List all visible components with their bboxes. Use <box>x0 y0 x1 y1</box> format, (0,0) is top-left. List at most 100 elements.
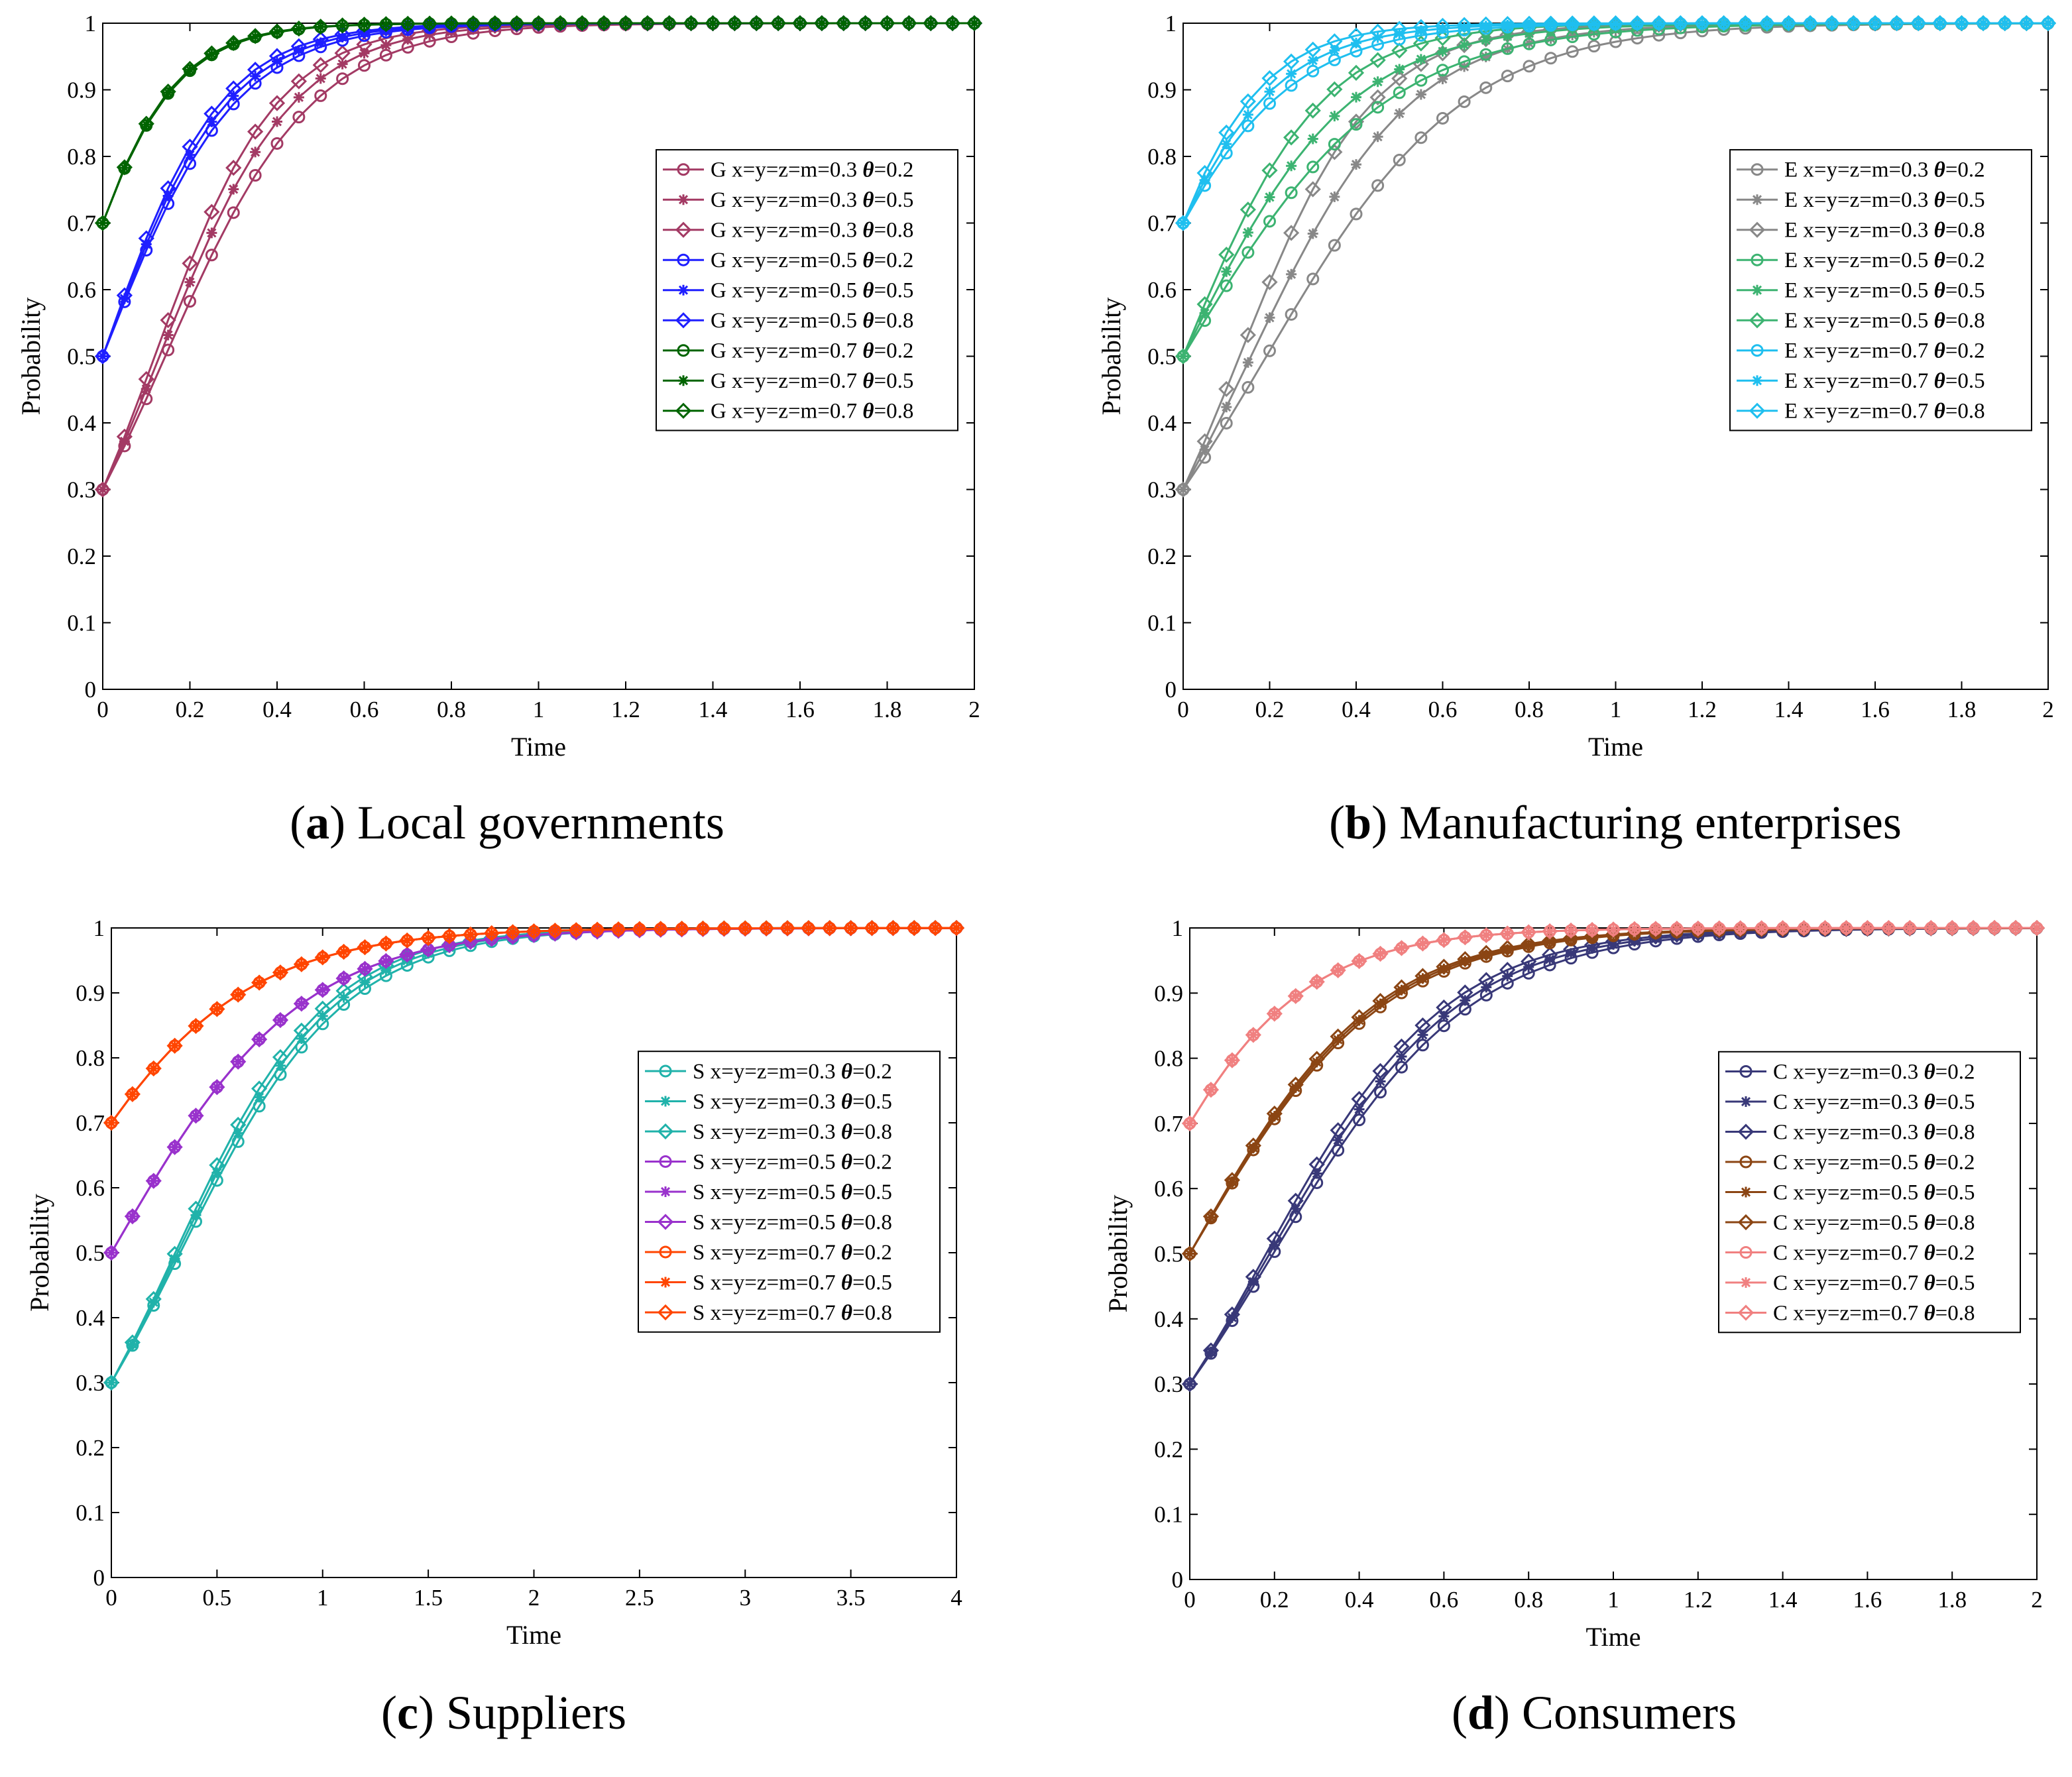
data-point <box>141 383 152 394</box>
legend-entry-prefix: S x=y=z=m=0.5 <box>693 1150 841 1174</box>
x-tick-label: 2 <box>968 697 980 722</box>
legend-entry-prefix: S x=y=z=m=0.3 <box>693 1060 841 1084</box>
data-point <box>1542 946 1558 963</box>
legend-entry-value: =0.8 <box>874 219 913 243</box>
data-point <box>1348 113 1365 130</box>
x-tick-label: 1.5 <box>414 1585 443 1611</box>
data-point <box>1564 15 1581 32</box>
x-tick-label: 2.5 <box>625 1585 654 1611</box>
panel-caption: (c) Suppliers <box>381 1686 626 1739</box>
data-point <box>1199 308 1210 319</box>
theta-symbol: θ <box>1934 188 1945 212</box>
series-9 <box>1181 919 2045 1132</box>
data-point <box>1266 1005 1283 1022</box>
data-point <box>1690 920 1706 937</box>
data-point <box>1351 952 1367 970</box>
y-tick-label: 0.9 <box>76 980 105 1006</box>
legend-entry: C x=y=z=m=0.7 θ=0.5 <box>1773 1271 1975 1295</box>
data-point <box>1562 922 1580 939</box>
theta-symbol: θ <box>1934 369 1945 393</box>
data-point <box>748 15 765 32</box>
caption-paren: ( <box>1452 1686 1468 1739</box>
data-point <box>1647 921 1664 937</box>
data-point <box>160 180 176 197</box>
legend-entry-prefix: G x=y=z=m=0.5 <box>711 279 862 303</box>
legend-entry-prefix: G x=y=z=m=0.3 <box>711 158 862 182</box>
data-point <box>1607 15 1624 32</box>
legend-entry: C x=y=z=m=0.3 θ=0.2 <box>1773 1060 1975 1084</box>
chart-panel-a: 0 0.2 0.4 0.6 0.8 1 1.2 1.4 1.6 1.8 2 0 0.1 0.2 0.3 0.4… <box>16 11 983 849</box>
data-point <box>1544 936 1556 947</box>
data-point <box>1199 444 1210 455</box>
data-point <box>124 1086 141 1102</box>
legend-entry-prefix: S x=y=z=m=0.3 <box>693 1090 841 1114</box>
legend-entry-value: =0.5 <box>874 188 913 212</box>
legend: C x=y=z=m=0.3 θ=0.2C x=y=z=m=0.3 θ=0.5C … <box>1718 1051 2021 1334</box>
legend-entry-value: =0.5 <box>1935 1271 1975 1295</box>
data-point <box>314 982 331 998</box>
data-point <box>770 15 787 32</box>
theta-symbol: θ <box>1924 1090 1935 1114</box>
data-point <box>1350 118 1363 131</box>
data-point <box>228 184 239 195</box>
data-point <box>483 925 500 942</box>
data-point <box>1437 46 1448 57</box>
data-point <box>1417 1029 1428 1041</box>
data-point <box>380 964 392 976</box>
data-point <box>945 15 961 32</box>
legend-entry: G x=y=z=m=0.7 θ=0.5 <box>711 369 913 393</box>
y-tick-label: 0.1 <box>76 1500 105 1526</box>
data-point <box>1391 21 1408 37</box>
data-point <box>1283 53 1300 70</box>
data-point <box>821 920 838 937</box>
data-point <box>188 1108 204 1124</box>
data-point <box>203 45 220 62</box>
data-point <box>1501 42 1514 55</box>
data-point <box>1585 15 1602 32</box>
data-point <box>1457 929 1473 946</box>
data-point <box>188 1017 204 1035</box>
data-point <box>378 952 394 970</box>
data-point <box>673 920 690 937</box>
data-point <box>1264 312 1275 323</box>
data-point <box>293 45 304 56</box>
data-point <box>2028 919 2045 937</box>
data-point <box>1285 186 1298 200</box>
legend-entry-prefix: C x=y=z=m=0.7 <box>1773 1271 1924 1295</box>
data-point <box>420 930 437 946</box>
data-point <box>1263 215 1276 228</box>
data-point <box>230 986 247 1003</box>
data-point <box>1456 37 1473 54</box>
data-point <box>1308 1156 1325 1173</box>
legend-box <box>1729 148 2032 431</box>
legend-marker <box>660 1277 671 1288</box>
legend-entry-prefix: C x=y=z=m=0.3 <box>1773 1090 1924 1114</box>
data-point <box>758 920 775 937</box>
data-point <box>1371 101 1385 114</box>
legend-entry: G x=y=z=m=0.3 θ=0.5 <box>711 188 913 212</box>
x-tick-label: 0.8 <box>1514 1587 1543 1613</box>
data-point <box>1287 1192 1304 1209</box>
legend-entry: S x=y=z=m=0.5 θ=0.2 <box>693 1150 892 1174</box>
data-point <box>1542 933 1558 949</box>
x-tick-label: 0.6 <box>1428 697 1458 722</box>
data-point <box>1285 79 1298 92</box>
data-point <box>1605 921 1622 938</box>
legend-marker <box>1741 1186 1751 1198</box>
data-point <box>1304 181 1321 198</box>
x-tick-label: 1 <box>533 697 545 722</box>
data-point <box>1499 16 1516 32</box>
data-point <box>462 926 479 943</box>
data-point <box>184 295 196 308</box>
data-point <box>1332 1034 1344 1045</box>
data-point <box>791 15 809 32</box>
data-point <box>504 924 521 941</box>
data-point <box>227 206 240 219</box>
data-point <box>1499 925 1516 942</box>
data-point <box>1330 1028 1346 1045</box>
data-point <box>94 348 111 365</box>
theta-symbol: θ <box>1924 1151 1935 1175</box>
data-point <box>1391 42 1408 59</box>
legend-entry: C x=y=z=m=0.3 θ=0.8 <box>1773 1121 1975 1145</box>
data-point <box>1629 15 1646 32</box>
